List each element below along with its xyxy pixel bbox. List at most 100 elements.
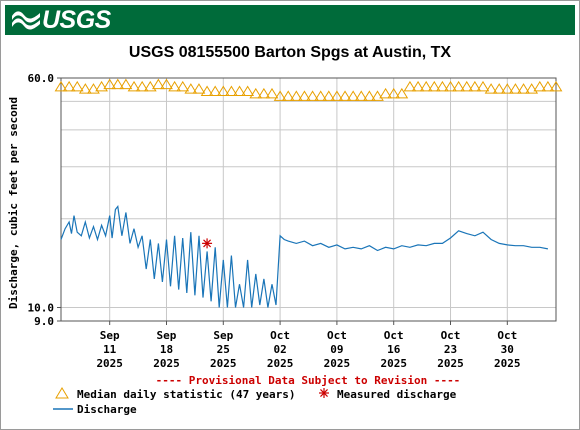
median-point (192, 83, 206, 94)
median-point (143, 80, 157, 92)
x-tick-label: 16 (387, 343, 401, 356)
median-point (500, 83, 514, 94)
median-point (135, 80, 149, 92)
median-point (257, 87, 271, 99)
provisional-annotation: ---- Provisional Data Subject to Revisio… (156, 374, 461, 387)
legend: Median daily statistic (47 years) Measure… (53, 387, 457, 416)
usgs-logo-text: USGS (42, 6, 111, 34)
x-tick-label: 18 (160, 343, 173, 356)
y-tick-label: 9.0 (34, 315, 54, 328)
median-point (411, 80, 425, 92)
median-series (54, 78, 563, 101)
measured-series (202, 238, 213, 249)
median-point (78, 83, 92, 94)
usgs-banner: USGS (5, 5, 575, 35)
median-point (241, 85, 255, 96)
median-point (208, 85, 222, 96)
x-tick-label: 2025 (494, 357, 521, 370)
x-tick-label: 30 (501, 343, 514, 356)
median-point (468, 80, 482, 92)
median-point (484, 83, 498, 94)
x-tick-label: 2025 (153, 357, 180, 370)
median-point (354, 90, 368, 101)
median-point (330, 90, 344, 101)
median-point (265, 87, 279, 99)
median-point (95, 80, 108, 92)
chart-title: USGS 08155500 Barton Spgs at Austin, TX (128, 44, 452, 61)
median-point (184, 83, 198, 94)
legend-median-label: Median daily statistic (47 years) (77, 388, 296, 401)
median-point (87, 83, 100, 94)
y-tick-label: 60.0 (28, 72, 55, 85)
x-tick-label: 2025 (380, 357, 407, 370)
median-point (436, 80, 449, 92)
x-tick-label: Oct (441, 329, 461, 342)
y-tick-label: 10.0 (28, 302, 55, 315)
median-point (233, 85, 246, 96)
median-point (371, 90, 384, 101)
median-point (387, 87, 401, 99)
x-tick-label: 25 (217, 343, 230, 356)
median-point (403, 80, 417, 92)
x-tick-label: Sep (213, 329, 233, 342)
median-point (338, 90, 352, 101)
median-point (151, 78, 165, 90)
legend-measured-icon (319, 388, 329, 398)
median-point (452, 80, 466, 92)
plot-area-border (60, 77, 557, 322)
x-tick-label: 2025 (210, 357, 237, 370)
median-point (54, 80, 68, 92)
median-point (322, 90, 336, 101)
legend-discharge-label: Discharge (77, 403, 137, 416)
x-tick-label: 2025 (96, 357, 123, 370)
median-point (444, 80, 457, 92)
median-point (70, 80, 84, 92)
grid-lines (61, 78, 556, 321)
median-point (460, 80, 474, 92)
median-point (395, 87, 409, 99)
x-tick-label: Oct (497, 329, 517, 342)
median-point (62, 80, 76, 92)
median-point (525, 83, 539, 94)
median-point (225, 85, 238, 96)
x-tick-label: Oct (327, 329, 347, 342)
median-point (168, 80, 181, 92)
discharge-line (60, 205, 549, 308)
legend-measured-label: Measured discharge (337, 388, 457, 401)
median-point (541, 80, 555, 92)
x-tick-label: 2025 (324, 357, 351, 370)
x-tick-label: 11 (103, 343, 117, 356)
x-tick-label: Sep (100, 329, 120, 342)
median-point (298, 90, 311, 101)
median-point (273, 90, 287, 101)
x-tick-label: 2025 (267, 357, 294, 370)
x-tick-label: 2025 (437, 357, 464, 370)
median-point (346, 90, 360, 101)
median-point (379, 87, 392, 99)
median-point (419, 80, 433, 92)
x-tick-label: 09 (330, 343, 343, 356)
median-point (306, 90, 319, 101)
median-point (249, 87, 263, 99)
median-point (119, 78, 133, 90)
median-point (509, 83, 522, 94)
x-axis-ticks: Sep112025Sep182025Sep252025Oct022025Oct0… (96, 321, 521, 370)
median-point (216, 85, 230, 96)
median-point (427, 80, 441, 92)
median-point (289, 90, 303, 101)
median-point (281, 90, 295, 101)
usgs-wave-icon (12, 11, 40, 30)
median-point (103, 78, 117, 90)
median-point (127, 80, 141, 92)
x-tick-label: Oct (384, 329, 404, 342)
median-point (517, 83, 530, 94)
median-point (176, 80, 190, 92)
median-point (160, 78, 173, 90)
median-point (111, 78, 125, 90)
median-point (492, 83, 506, 94)
y-axis-ticks: 60.0 10.09.0 (28, 72, 61, 328)
x-tick-label: 02 (273, 343, 286, 356)
median-point (314, 90, 328, 101)
